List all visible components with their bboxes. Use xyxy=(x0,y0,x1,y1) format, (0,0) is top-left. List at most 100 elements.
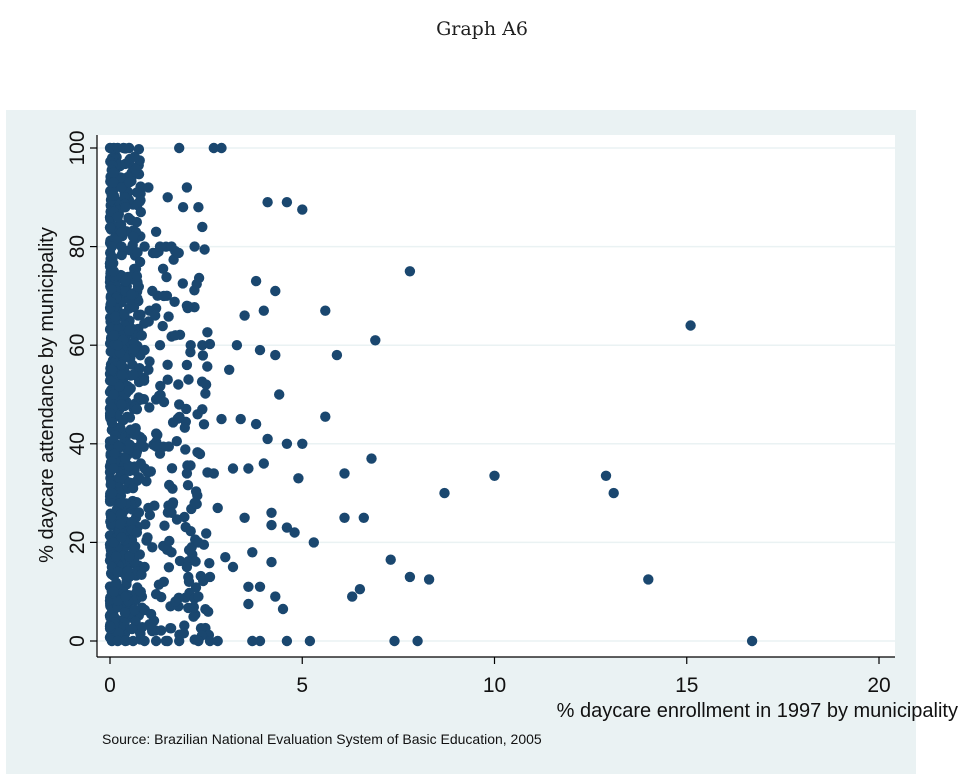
data-point xyxy=(112,566,123,578)
data-point xyxy=(162,374,173,385)
data-point xyxy=(182,480,194,491)
data-point xyxy=(320,411,331,422)
data-point xyxy=(354,584,366,595)
data-point xyxy=(201,528,212,539)
axes xyxy=(90,135,895,664)
data-point xyxy=(243,463,254,474)
data-point xyxy=(173,379,184,390)
data-point xyxy=(266,556,277,568)
data-point xyxy=(116,399,127,410)
data-point xyxy=(198,419,210,430)
data-point xyxy=(339,512,350,523)
data-point xyxy=(181,182,193,193)
data-point xyxy=(163,311,174,322)
data-point xyxy=(183,576,195,587)
data-point xyxy=(197,404,208,415)
data-point xyxy=(112,340,123,351)
data-point xyxy=(181,468,193,479)
data-point xyxy=(150,635,162,647)
data-point xyxy=(106,364,118,375)
data-point xyxy=(180,444,191,455)
data-point xyxy=(193,635,204,647)
data-point xyxy=(197,221,208,233)
data-point xyxy=(131,271,143,282)
data-point xyxy=(104,222,116,233)
data-point xyxy=(142,532,153,543)
data-point xyxy=(124,325,135,336)
data-point xyxy=(124,177,135,188)
data-point xyxy=(108,463,120,474)
data-point xyxy=(169,296,180,307)
data-point xyxy=(158,576,169,587)
data-point xyxy=(174,399,185,410)
data-point xyxy=(137,622,148,633)
data-point xyxy=(202,361,213,372)
data-point xyxy=(204,338,216,350)
x-tick-label: 10 xyxy=(483,674,506,697)
data-point xyxy=(203,606,214,617)
data-point xyxy=(270,285,281,297)
data-point xyxy=(150,394,162,405)
data-point xyxy=(114,381,125,392)
data-point xyxy=(224,364,235,375)
data-point xyxy=(127,635,139,647)
data-point xyxy=(174,142,185,154)
data-point xyxy=(106,296,117,308)
data-point xyxy=(109,448,120,460)
data-point xyxy=(189,285,200,296)
data-point xyxy=(181,359,193,371)
data-point xyxy=(127,369,139,380)
data-point xyxy=(297,438,308,449)
data-point xyxy=(685,320,696,331)
data-point xyxy=(104,408,116,419)
data-point xyxy=(139,318,150,329)
data-point xyxy=(139,344,150,356)
data-point xyxy=(134,256,146,268)
data-point xyxy=(119,607,131,618)
data-point xyxy=(643,574,654,585)
data-point xyxy=(116,182,127,193)
data-point xyxy=(308,537,319,548)
figure-title: Graph A6 xyxy=(436,18,528,40)
data-point xyxy=(178,628,189,639)
source-note: Source: Brazilian National Evaluation Sy… xyxy=(102,731,542,747)
data-point xyxy=(110,551,122,562)
data-point xyxy=(266,519,277,531)
data-point xyxy=(108,167,120,178)
data-point xyxy=(120,453,131,464)
data-point xyxy=(133,507,145,518)
data-point xyxy=(126,516,137,528)
data-point xyxy=(154,241,166,252)
data-point xyxy=(132,247,143,258)
data-point xyxy=(123,212,134,224)
data-point xyxy=(166,241,177,252)
data-point xyxy=(158,290,169,302)
data-point xyxy=(150,310,161,321)
data-point xyxy=(106,284,117,295)
data-point xyxy=(106,487,118,499)
data-point xyxy=(139,561,150,573)
data-point xyxy=(146,622,157,634)
data-point xyxy=(112,635,123,647)
x-tick-label: 20 xyxy=(867,674,890,697)
tick-labels: 0 5 10 15 20 0 20 40 60 80 100 xyxy=(66,130,891,697)
data-point xyxy=(116,532,127,543)
data-point xyxy=(404,571,416,583)
data-point xyxy=(123,444,134,455)
data-point xyxy=(193,202,204,213)
data-point xyxy=(110,311,121,322)
data-point xyxy=(128,343,139,355)
data-point xyxy=(131,187,143,198)
data-point xyxy=(347,591,358,602)
data-point xyxy=(412,635,423,647)
data-point xyxy=(746,635,758,647)
data-point xyxy=(171,436,182,447)
data-point xyxy=(162,359,173,370)
x-axis-title: % daycare enrollment in 1997 by municipa… xyxy=(557,700,958,722)
data-point xyxy=(141,476,152,487)
data-point xyxy=(140,519,151,530)
data-point xyxy=(143,502,154,514)
data-point xyxy=(170,596,181,607)
data-point xyxy=(157,263,169,274)
plot-area xyxy=(97,135,895,657)
